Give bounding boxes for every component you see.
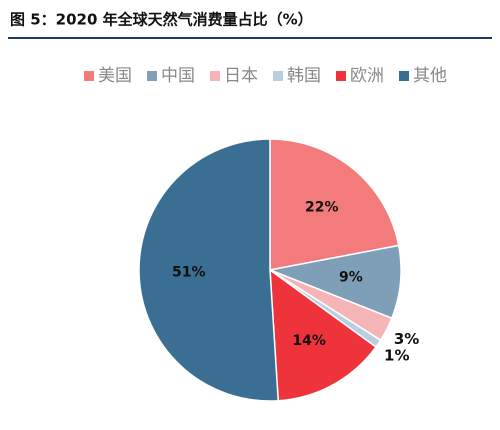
data-label: 3% xyxy=(394,330,419,348)
data-label: 22% xyxy=(305,199,339,215)
legend-label: 其他 xyxy=(413,66,447,86)
data-label: 1% xyxy=(384,347,409,365)
pie-slice xyxy=(138,138,280,402)
legend-swatch xyxy=(273,71,283,81)
legend-label: 中国 xyxy=(161,66,195,86)
legend-label: 美国 xyxy=(98,66,132,86)
data-label: 9% xyxy=(339,270,363,286)
data-label: 51% xyxy=(172,265,206,281)
legend-label: 日本 xyxy=(224,66,258,86)
legend-swatch xyxy=(336,71,346,81)
pie-slice xyxy=(269,268,378,402)
chart-title: 图 5：2020 年全球天然气消费量占比（%） xyxy=(10,11,313,29)
data-label: 14% xyxy=(292,333,326,349)
legend-swatch xyxy=(147,71,157,81)
legend-label: 韩国 xyxy=(287,66,321,86)
legend-swatch xyxy=(84,71,94,81)
legend-swatch xyxy=(399,71,409,81)
legend-swatch xyxy=(210,71,220,81)
pie-slice xyxy=(269,138,400,271)
legend-label: 欧洲 xyxy=(350,66,384,86)
